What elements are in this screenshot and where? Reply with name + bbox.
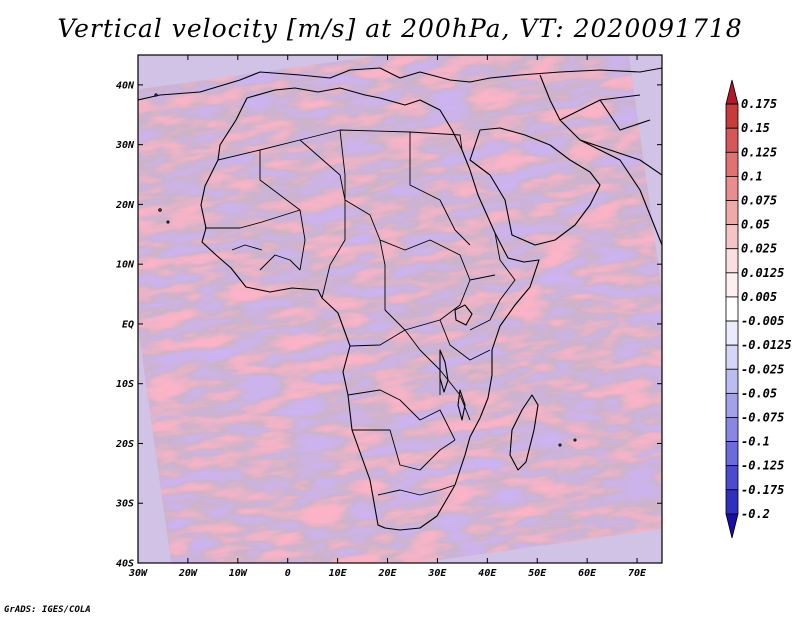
colorbar-label: 0.075 [741,194,777,208]
lake-malawi [457,389,466,421]
africa-coastline [200,87,540,531]
colorbar-label: -0.025 [741,362,784,376]
lat-tick-label: 10N [116,260,135,271]
lat-tick-label: 30S [115,499,134,510]
colorbar-label: 0.1 [741,169,763,183]
colorbar-swatch-max [725,79,739,105]
lake-victoria [454,304,473,326]
colorbar-label: 0.05 [741,218,770,232]
colorbar-swatch [725,344,739,370]
asia-borders [539,74,662,246]
colorbar-label: 0.0125 [741,266,784,280]
colorbar: 0.175 0.15 0.125 0.1 0.075 0.05 0.025 0.0125 0.0… [725,79,792,539]
colorbar-label: -0.175 [741,483,784,497]
colorbar-label: -0.075 [741,410,784,424]
island [558,443,562,447]
island [573,438,577,442]
lat-tick-label: 10S [116,379,134,390]
vertical-velocity-field [138,55,662,563]
colorbar-swatch [725,103,739,129]
lon-tick-label: 0 [285,568,291,579]
plot-frame [137,54,663,564]
colorbar-swatch [725,176,739,201]
colorbar-label: 0.005 [741,290,777,304]
colorbar-swatch [725,392,739,418]
lat-tick-label: EQ [122,319,134,330]
colorbar-swatch [725,465,739,491]
lon-tick-label: 10W [229,568,248,579]
island [154,93,158,97]
lon-tick-label: 30E [427,568,447,579]
lon-tick-label: 30W [128,568,148,579]
coastlines-and-borders [138,67,662,531]
europe-coastline [138,67,662,101]
colorbar-swatch [725,224,739,250]
colorbar-label: 0.125 [741,145,777,159]
latitude-axis: 40N 30N 20N 10N EQ 10S 20S 30S 40S [115,80,662,570]
lat-tick-label: 20N [115,200,135,211]
colorbar-label: -0.2 [741,507,770,521]
colorbar-label: -0.1 [741,435,770,449]
colorbar-label: -0.125 [741,459,784,473]
lat-tick-label: 30N [115,140,135,151]
lon-tick-label: 20E [377,568,397,579]
lon-tick-label: 70E [628,568,647,579]
arabia-coastline [469,127,601,246]
colorbar-label: 0.15 [741,121,770,135]
credit-label: GrADS: IGES/COLA [4,605,91,615]
madagascar-coastline [509,394,539,471]
island [166,220,170,224]
island [158,208,162,212]
colorbar-swatch [725,296,739,322]
colorbar-swatch [725,489,739,515]
colorbar-swatch [725,200,739,226]
plot-title: Vertical velocity [m/s] at 200hPa, VT: 2… [57,14,743,43]
colorbar-swatch [725,272,739,298]
colorbar-swatch-min [725,513,739,539]
colorbar-label: -0.05 [741,386,777,400]
colorbar-label: -0.0125 [741,338,792,352]
colorbar-swatch [725,368,739,394]
colorbar-swatch [725,441,739,467]
lon-tick-label: 60E [578,568,597,579]
lon-tick-label: 40E [478,568,497,579]
lon-tick-label: 20W [178,568,198,579]
lon-tick-label: 50E [528,568,547,579]
colorbar-swatch [725,151,739,177]
lake-tanganyika [439,349,449,393]
lon-tick-label: 10E [329,568,348,579]
longitude-axis: 30W 20W 10W 0 10E 20E 30E 40E 50E 60E 70E [128,55,647,579]
lat-tick-label: 40N [116,80,135,91]
country-borders [205,129,516,496]
lat-tick-label: 40S [116,559,134,570]
colorbar-label: -0.005 [741,314,784,328]
colorbar-swatch [725,320,739,346]
colorbar-label: 0.025 [741,242,777,256]
colorbar-label: 0.175 [741,97,777,111]
colorbar-swatch [725,127,739,153]
colorbar-swatch [725,248,739,274]
colorbar-swatch [725,417,739,442]
lat-tick-label: 20S [115,439,134,450]
